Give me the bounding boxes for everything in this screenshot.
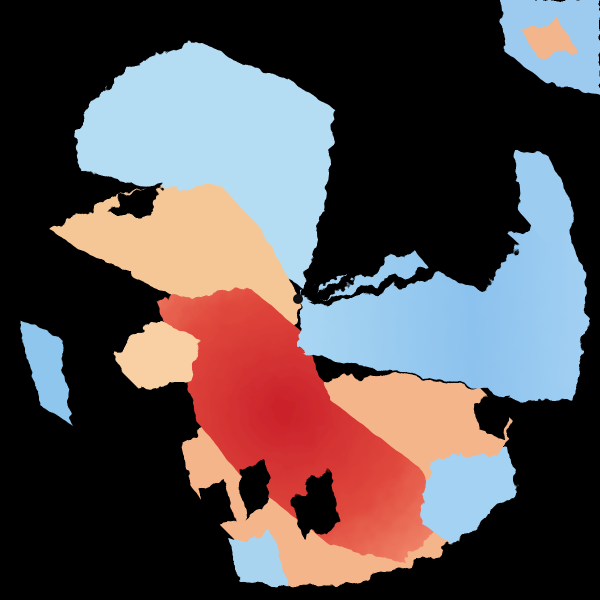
radar-site	[293, 294, 303, 304]
inbound-echo	[515, 150, 587, 242]
strong-outbound-echo	[155, 288, 445, 562]
inbound-echo	[75, 40, 335, 290]
outbound-echo	[520, 20, 575, 60]
inbound-echo	[420, 450, 518, 552]
inbound-echo	[230, 530, 290, 587]
inbound-echo	[18, 318, 72, 425]
no-data	[50, 140, 520, 540]
echoes	[18, 0, 600, 587]
inbound-echo	[300, 205, 587, 402]
